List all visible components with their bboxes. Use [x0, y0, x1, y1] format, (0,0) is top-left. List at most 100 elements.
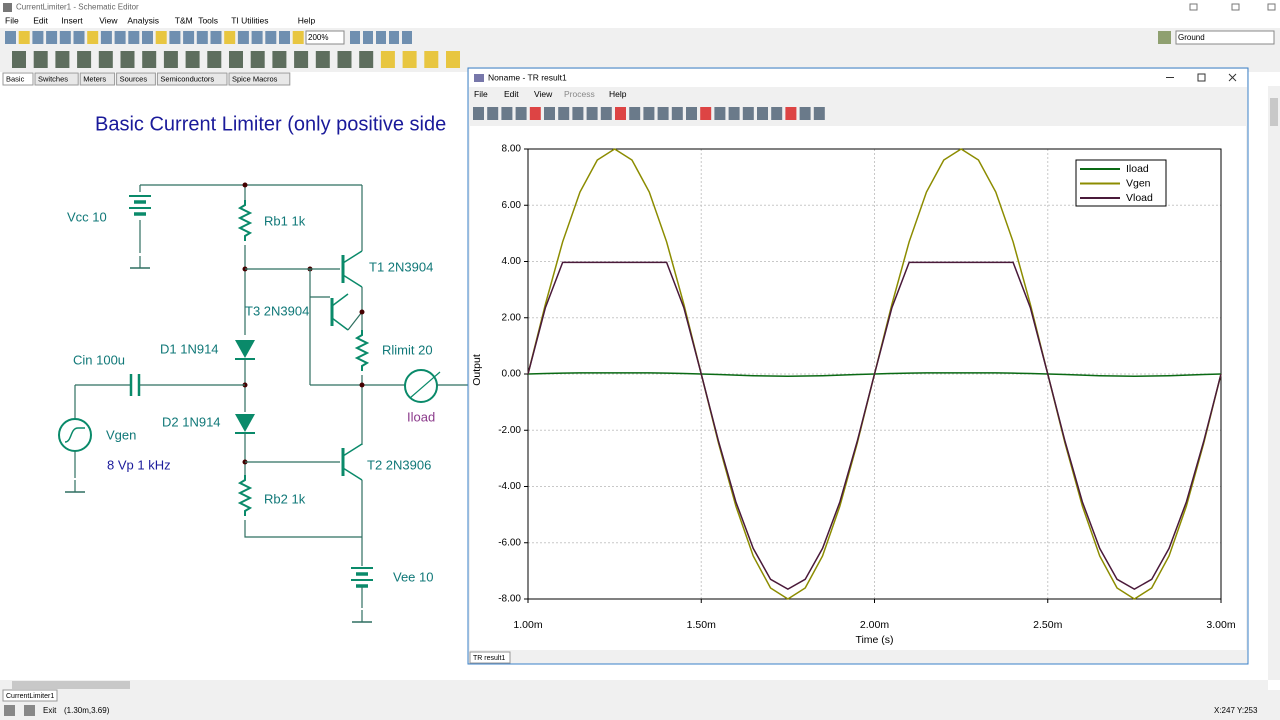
result-tool-button[interactable]	[515, 107, 527, 120]
result-tab[interactable]	[469, 651, 511, 664]
tool-button[interactable]	[196, 31, 208, 44]
result-tool-button[interactable]	[643, 107, 655, 120]
component-button[interactable]	[163, 51, 178, 68]
result-tool-button[interactable]	[629, 107, 641, 120]
tool-button[interactable]	[155, 31, 167, 44]
tool-button[interactable]	[1158, 31, 1171, 44]
result-tool-button[interactable]	[771, 107, 783, 120]
tool-button[interactable]	[114, 31, 126, 44]
result-tool-button[interactable]	[728, 107, 740, 120]
tool-button[interactable]	[73, 31, 85, 44]
exit-label[interactable]: Exit	[43, 706, 57, 715]
component-button[interactable]	[55, 51, 70, 68]
component-button[interactable]	[402, 51, 417, 68]
menu-item[interactable]: Analysis	[127, 15, 159, 25]
status-icon[interactable]	[4, 705, 15, 716]
component-button[interactable]	[380, 51, 395, 68]
tool-button[interactable]	[169, 31, 181, 44]
zoom-box[interactable]	[305, 30, 345, 45]
menu-item[interactable]: T&M	[175, 15, 193, 25]
component-button[interactable]	[424, 51, 439, 68]
tool-button[interactable]	[363, 31, 373, 44]
component-button[interactable]	[337, 51, 352, 68]
palette-tab[interactable]	[116, 72, 156, 86]
result-tool-button[interactable]	[799, 107, 811, 120]
result-tool-button[interactable]	[558, 107, 570, 120]
component-button[interactable]	[12, 51, 26, 68]
result-tool-button[interactable]	[501, 107, 513, 120]
tool-button[interactable]	[18, 31, 30, 44]
tool-button[interactable]	[32, 31, 44, 44]
result-tool-button[interactable]	[615, 107, 626, 120]
palette-tab[interactable]	[2, 72, 34, 86]
component-button[interactable]	[315, 51, 330, 68]
tool-button[interactable]	[292, 31, 304, 44]
component-button[interactable]	[33, 51, 48, 68]
component-button[interactable]	[120, 51, 135, 68]
status-icon[interactable]	[24, 705, 35, 716]
palette-tab[interactable]	[34, 72, 79, 86]
result-tool-button[interactable]	[785, 107, 797, 120]
tool-button[interactable]	[46, 31, 58, 44]
palette-tab[interactable]	[156, 72, 228, 86]
result-menu-item[interactable]: File	[474, 89, 488, 99]
component-button[interactable]	[250, 51, 265, 68]
tool-button[interactable]	[59, 31, 71, 44]
tool-button[interactable]	[128, 31, 140, 44]
result-minimize[interactable]	[1166, 77, 1174, 78]
result-tool-button[interactable]	[600, 107, 612, 120]
tool-button[interactable]	[5, 31, 16, 44]
component-button[interactable]	[185, 51, 200, 68]
result-tool-button[interactable]	[813, 107, 825, 120]
component-button[interactable]	[207, 51, 222, 68]
tool-button[interactable]	[224, 31, 236, 44]
component-button[interactable]	[142, 51, 157, 68]
palette-tab[interactable]	[228, 72, 291, 86]
ground-box[interactable]	[1175, 30, 1275, 45]
menu-item[interactable]: TI Utilities	[231, 15, 268, 25]
tool-button[interactable]	[237, 31, 249, 44]
tool-button[interactable]	[350, 31, 360, 44]
result-tool-button[interactable]	[487, 107, 499, 120]
result-tool-button[interactable]	[572, 107, 584, 120]
result-tool-button[interactable]	[529, 107, 541, 120]
result-tool-button[interactable]	[671, 107, 683, 120]
maximize-button[interactable]	[1231, 3, 1240, 11]
component-button[interactable]	[98, 51, 113, 68]
menu-item[interactable]: File	[5, 15, 19, 25]
tool-button[interactable]	[100, 31, 112, 44]
menu-item[interactable]: View	[99, 15, 118, 25]
result-maximize[interactable]	[1197, 73, 1206, 82]
menu-item[interactable]: Insert	[61, 15, 83, 25]
menu-item[interactable]: Tools	[198, 15, 218, 25]
result-menu-item[interactable]: Process	[564, 89, 595, 99]
component-button[interactable]	[294, 51, 309, 68]
result-tool-button[interactable]	[473, 107, 484, 120]
result-menu-item[interactable]: Help	[609, 89, 627, 99]
tool-button[interactable]	[87, 31, 99, 44]
tool-button[interactable]	[265, 31, 277, 44]
component-button[interactable]	[77, 51, 92, 68]
tool-button[interactable]	[142, 31, 153, 44]
result-tool-button[interactable]	[700, 107, 712, 120]
close-button[interactable]	[1267, 3, 1276, 11]
tool-button[interactable]	[279, 31, 290, 44]
component-button[interactable]	[446, 51, 460, 68]
tool-button[interactable]	[251, 31, 263, 44]
result-tool-button[interactable]	[657, 107, 669, 120]
result-tool-button[interactable]	[714, 107, 726, 120]
result-tool-button[interactable]	[757, 107, 768, 120]
menu-item[interactable]: Help	[298, 15, 316, 25]
minimize-button[interactable]	[1189, 3, 1198, 11]
tool-button[interactable]	[210, 31, 222, 44]
tool-button[interactable]	[376, 31, 386, 44]
component-button[interactable]	[272, 51, 287, 68]
result-tool-button[interactable]	[586, 107, 598, 120]
tool-button[interactable]	[389, 31, 399, 44]
tool-button[interactable]	[183, 31, 195, 44]
result-tool-button[interactable]	[686, 107, 697, 120]
tool-button[interactable]	[402, 31, 412, 44]
palette-tab[interactable]	[79, 72, 116, 86]
result-tool-button[interactable]	[742, 107, 754, 120]
menu-item[interactable]: Edit	[33, 15, 48, 25]
